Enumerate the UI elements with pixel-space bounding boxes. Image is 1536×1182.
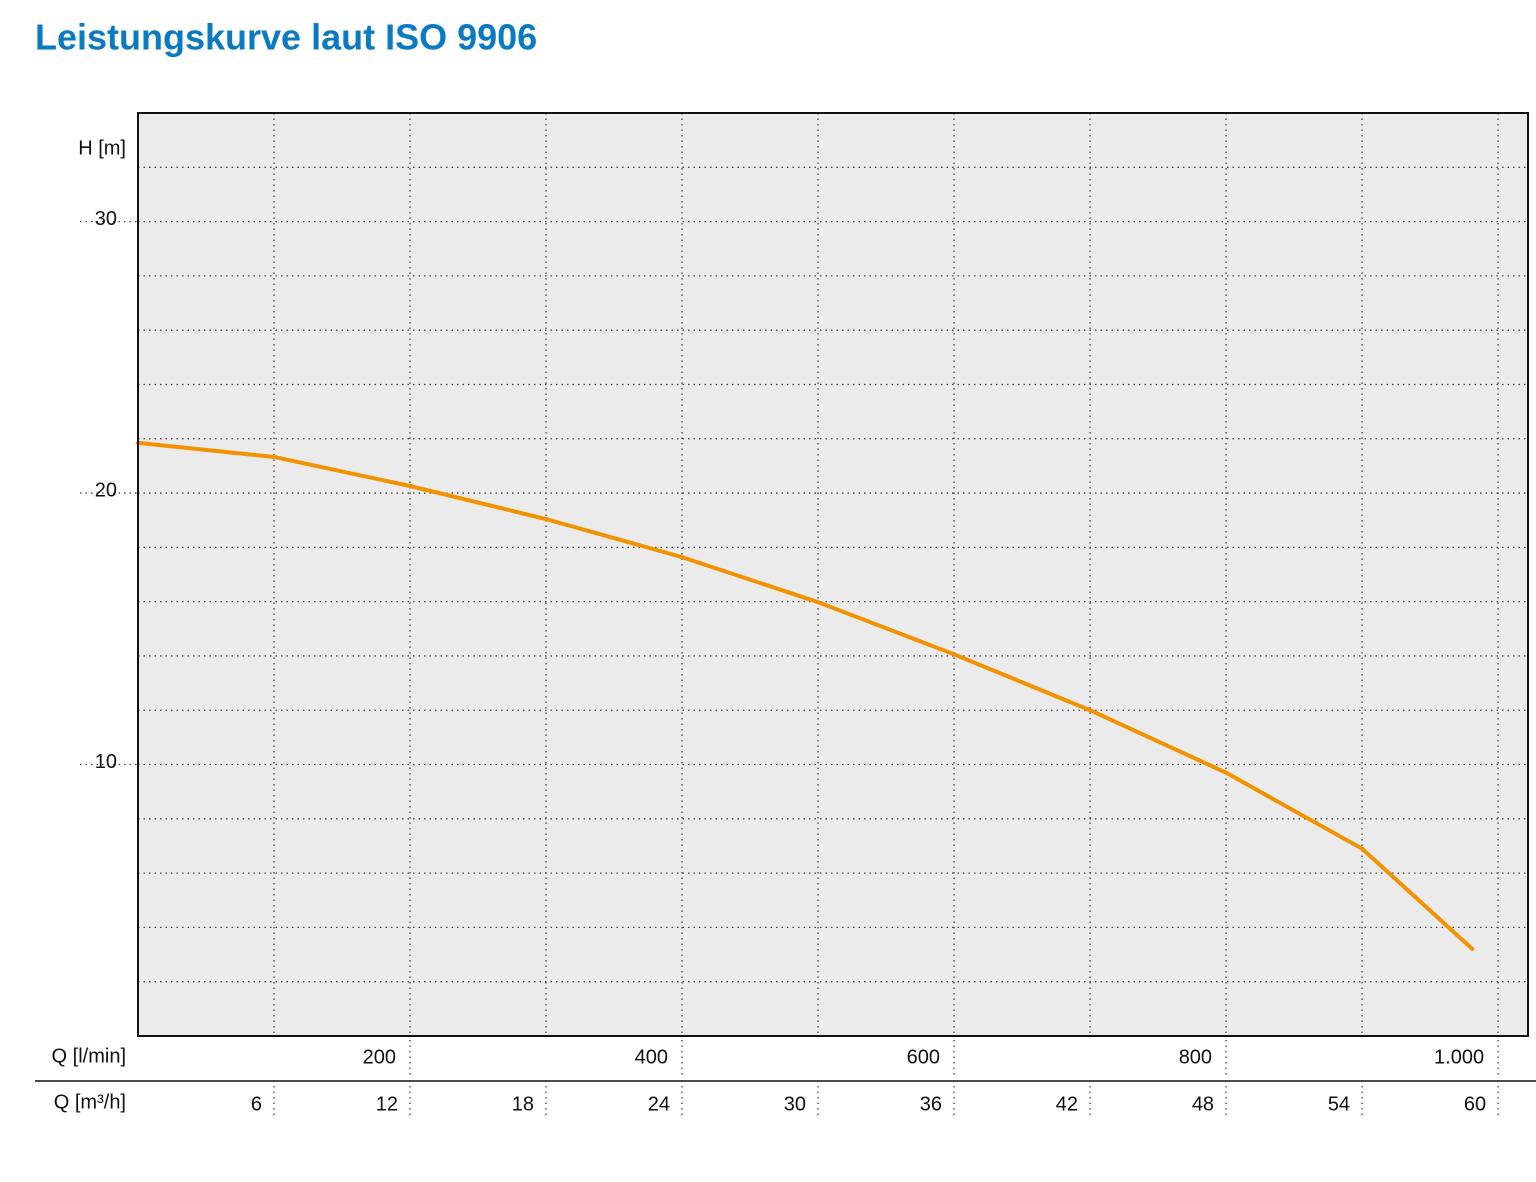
y-axis-label: H [m]	[78, 137, 126, 159]
x2-tick-label: 12	[376, 1093, 398, 1115]
x-tick-label: 400	[635, 1046, 668, 1068]
performance-curve	[136, 440, 1475, 951]
y-tick-label: 20	[95, 479, 117, 501]
x2-tick-label: 18	[512, 1093, 534, 1115]
x-tick-label: 600	[907, 1046, 940, 1068]
x-tick-label: 1.000	[1434, 1046, 1484, 1068]
y-tick-label: 10	[95, 751, 117, 773]
x2-tick-label: 54	[1328, 1093, 1350, 1115]
x-axis-label: Q [l/min]	[52, 1045, 126, 1067]
plot-border	[137, 112, 1529, 1037]
x-tick-label: 200	[363, 1046, 396, 1068]
x2-tick-label: 6	[251, 1093, 262, 1115]
y-tick-label: 30	[95, 208, 117, 230]
x2-tick-label: 30	[784, 1093, 806, 1115]
x2-tick-label: 48	[1192, 1093, 1214, 1115]
chart-title: Leistungskurve laut ISO 9906	[35, 17, 537, 58]
x2-axis-label: Q [m³/h]	[54, 1091, 126, 1113]
x2-tick-label: 60	[1464, 1093, 1486, 1115]
x2-tick-label: 36	[920, 1093, 942, 1115]
x-tick-label: 800	[1179, 1046, 1212, 1068]
x2-tick-label: 24	[648, 1093, 670, 1115]
plot-area	[138, 113, 1528, 1036]
x2-tick-label: 42	[1056, 1093, 1078, 1115]
